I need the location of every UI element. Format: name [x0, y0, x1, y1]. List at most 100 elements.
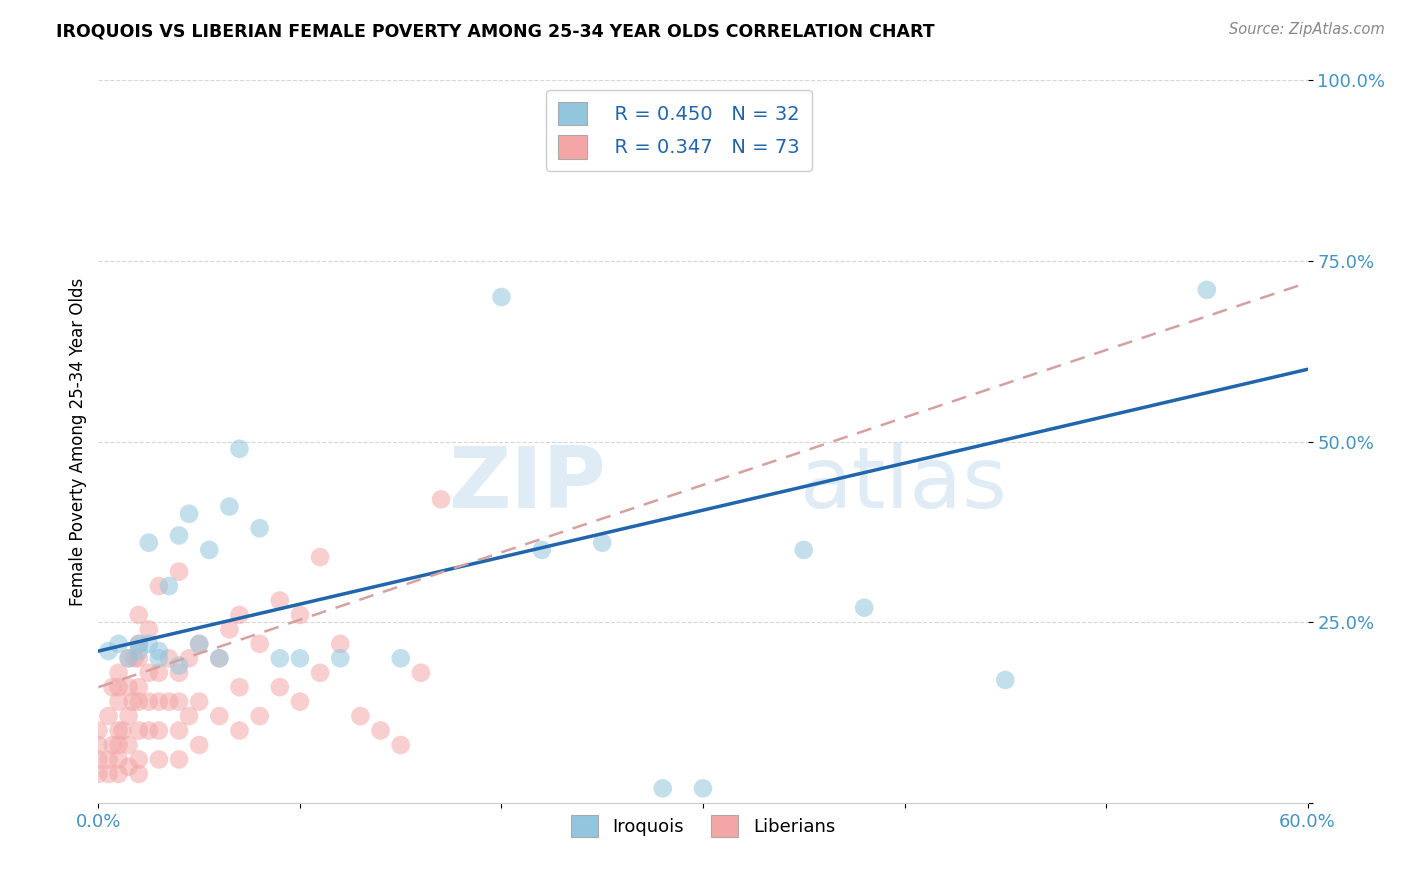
Point — [288, 607, 311, 622]
Point — [994, 673, 1017, 687]
Point — [128, 651, 150, 665]
Point — [87, 752, 110, 766]
Point — [118, 738, 141, 752]
Legend: Iroquois, Liberians: Iroquois, Liberians — [564, 808, 842, 845]
Point — [107, 767, 129, 781]
Point — [288, 695, 311, 709]
Point — [118, 680, 141, 694]
Point — [188, 695, 211, 709]
Point — [167, 695, 190, 709]
Text: Source: ZipAtlas.com: Source: ZipAtlas.com — [1229, 22, 1385, 37]
Point — [179, 709, 201, 723]
Point — [138, 637, 160, 651]
Point — [107, 695, 129, 709]
Point — [118, 709, 141, 723]
Point — [591, 535, 613, 549]
Point — [121, 695, 143, 709]
Point — [128, 607, 150, 622]
Point — [138, 623, 160, 637]
Point — [128, 644, 150, 658]
Point — [228, 723, 250, 738]
Point — [228, 442, 250, 456]
Point — [107, 723, 129, 738]
Point — [309, 665, 332, 680]
Point — [329, 651, 352, 665]
Point — [167, 528, 190, 542]
Point — [349, 709, 371, 723]
Point — [208, 651, 231, 665]
Point — [491, 290, 513, 304]
Point — [309, 550, 332, 565]
Point — [128, 680, 150, 694]
Point — [118, 760, 141, 774]
Point — [198, 542, 221, 557]
Point — [329, 637, 352, 651]
Point — [179, 651, 201, 665]
Point — [167, 752, 190, 766]
Point — [228, 680, 250, 694]
Point — [188, 637, 211, 651]
Point — [107, 665, 129, 680]
Point — [651, 781, 673, 796]
Point — [148, 579, 170, 593]
Point — [107, 752, 129, 766]
Point — [148, 723, 170, 738]
Point — [157, 695, 180, 709]
Point — [430, 492, 453, 507]
Point — [107, 738, 129, 752]
Point — [128, 767, 150, 781]
Y-axis label: Female Poverty Among 25-34 Year Olds: Female Poverty Among 25-34 Year Olds — [69, 277, 87, 606]
Point — [148, 665, 170, 680]
Point — [208, 709, 231, 723]
Point — [167, 565, 190, 579]
Point — [370, 723, 392, 738]
Point — [128, 637, 150, 651]
Point — [157, 651, 180, 665]
Point — [409, 665, 432, 680]
Point — [692, 781, 714, 796]
Point — [101, 680, 124, 694]
Point — [118, 651, 141, 665]
Point — [389, 738, 412, 752]
Point — [269, 651, 291, 665]
Point — [87, 767, 110, 781]
Point — [97, 644, 120, 658]
Point — [218, 623, 240, 637]
Point — [97, 767, 120, 781]
Text: ZIP: ZIP — [449, 443, 606, 526]
Point — [148, 644, 170, 658]
Point — [188, 738, 211, 752]
Point — [853, 600, 876, 615]
Point — [87, 723, 110, 738]
Point — [148, 695, 170, 709]
Point — [138, 535, 160, 549]
Point — [87, 738, 110, 752]
Point — [148, 651, 170, 665]
Point — [167, 665, 190, 680]
Point — [138, 695, 160, 709]
Point — [107, 680, 129, 694]
Point — [188, 637, 211, 651]
Point — [97, 709, 120, 723]
Point — [148, 752, 170, 766]
Point — [107, 637, 129, 651]
Point — [288, 651, 311, 665]
Point — [124, 651, 146, 665]
Point — [793, 542, 815, 557]
Point — [179, 507, 201, 521]
Point — [138, 723, 160, 738]
Point — [249, 709, 271, 723]
Point — [128, 752, 150, 766]
Point — [157, 579, 180, 593]
Point — [249, 637, 271, 651]
Text: IROQUOIS VS LIBERIAN FEMALE POVERTY AMONG 25-34 YEAR OLDS CORRELATION CHART: IROQUOIS VS LIBERIAN FEMALE POVERTY AMON… — [56, 22, 935, 40]
Point — [530, 542, 553, 557]
Point — [128, 695, 150, 709]
Point — [208, 651, 231, 665]
Point — [138, 665, 160, 680]
Point — [97, 752, 120, 766]
Point — [218, 500, 240, 514]
Point — [167, 723, 190, 738]
Text: atlas: atlas — [800, 443, 1008, 526]
Point — [111, 723, 134, 738]
